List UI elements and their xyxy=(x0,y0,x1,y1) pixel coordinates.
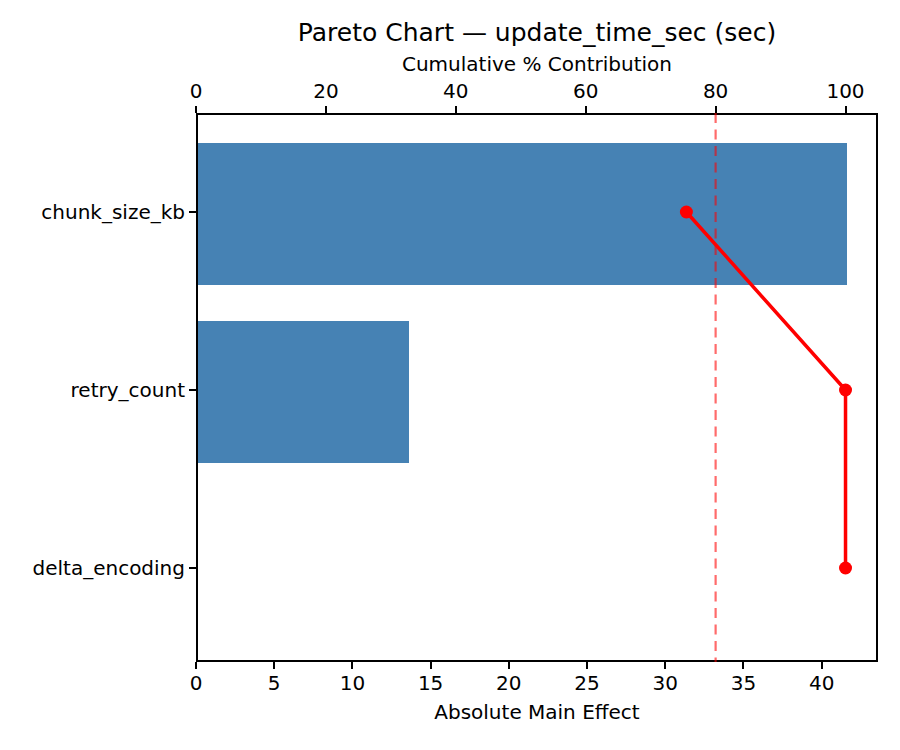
bottom-tick-label: 0 xyxy=(190,672,203,694)
bottom-tick-mark xyxy=(586,662,588,669)
y-tick-label-delta_encoding: delta_encoding xyxy=(0,556,185,580)
bottom-tick-mark xyxy=(508,662,510,669)
y-tick-label-retry_count: retry_count xyxy=(0,378,185,402)
bottom-tick-label: 25 xyxy=(574,672,599,694)
top-tick-mark xyxy=(325,106,327,113)
top-tick-label: 0 xyxy=(190,80,203,102)
cumulative-marker-retry_count xyxy=(839,384,852,397)
top-tick-label: 60 xyxy=(573,80,598,102)
bottom-tick-mark xyxy=(430,662,432,669)
bottom-tick-mark xyxy=(195,662,197,669)
cumulative-line xyxy=(686,212,845,568)
bottom-tick-label: 20 xyxy=(496,672,521,694)
bottom-axis-label: Absolute Main Effect xyxy=(196,700,878,724)
bottom-tick-mark xyxy=(664,662,666,669)
top-tick-mark xyxy=(715,106,717,113)
bottom-tick-label: 5 xyxy=(268,672,281,694)
cumulative-marker-delta_encoding xyxy=(839,562,852,575)
bottom-tick-label: 10 xyxy=(340,672,365,694)
cumulative-line-layer xyxy=(196,113,878,662)
top-tick-label: 100 xyxy=(826,80,864,102)
chart-title: Pareto Chart — update_time_sec (sec) xyxy=(196,18,878,48)
y-tick-mark xyxy=(189,567,196,569)
top-tick-label: 40 xyxy=(443,80,468,102)
top-tick-mark xyxy=(585,106,587,113)
bottom-tick-label: 40 xyxy=(809,672,834,694)
bottom-tick-mark xyxy=(273,662,275,669)
cumulative-marker-chunk_size_kb xyxy=(680,206,693,219)
bottom-tick-mark xyxy=(821,662,823,669)
top-tick-mark xyxy=(195,106,197,113)
pareto-chart-figure: Pareto Chart — update_time_sec (sec) Cum… xyxy=(0,0,900,750)
top-tick-label: 20 xyxy=(313,80,338,102)
bottom-tick-label: 35 xyxy=(731,672,756,694)
bottom-tick-mark xyxy=(351,662,353,669)
bottom-tick-mark xyxy=(742,662,744,669)
bottom-tick-label: 30 xyxy=(653,672,678,694)
top-axis-label: Cumulative % Contribution xyxy=(196,52,878,76)
top-tick-mark xyxy=(455,106,457,113)
top-tick-mark xyxy=(845,106,847,113)
bottom-tick-label: 15 xyxy=(418,672,443,694)
top-tick-label: 80 xyxy=(703,80,728,102)
y-tick-mark xyxy=(189,389,196,391)
y-tick-label-chunk_size_kb: chunk_size_kb xyxy=(0,200,185,224)
y-tick-mark xyxy=(189,211,196,213)
